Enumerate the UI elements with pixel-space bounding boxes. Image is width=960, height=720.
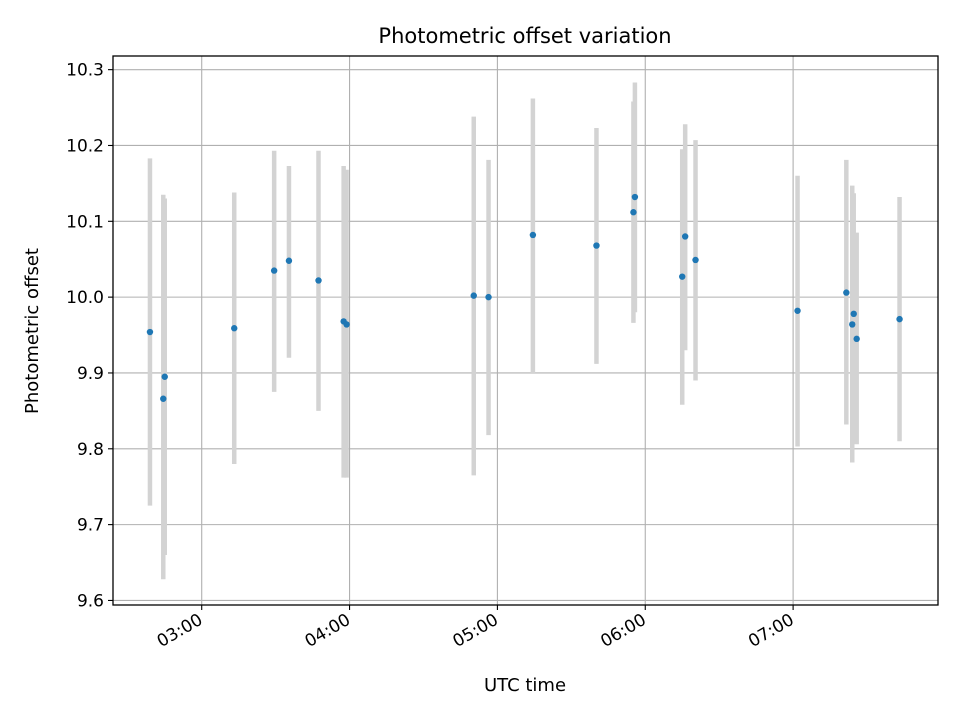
- data-point: [850, 310, 857, 318]
- data-point: [679, 273, 686, 280]
- y-axis-ticks: 9.6 9.7 9.8 9.9 10.0 10.1 10.2 10.3: [66, 61, 113, 611]
- data-point: [485, 293, 492, 301]
- plot-frame: [112, 55, 939, 606]
- data-point: [630, 209, 637, 216]
- y-tick-label: 9.8: [77, 440, 104, 460]
- data-point: [470, 292, 477, 299]
- chart-title: Photometric offset variation: [378, 24, 671, 48]
- data-point: [146, 328, 154, 336]
- data-point: [853, 335, 860, 343]
- y-tick-label: 9.7: [77, 516, 104, 536]
- data-point: [285, 257, 293, 264]
- y-tick-label: 10.3: [66, 61, 104, 81]
- y-tick-label: 10.0: [66, 288, 104, 308]
- data-point: [231, 325, 238, 332]
- data-point: [681, 233, 689, 240]
- y-tick-label: 9.6: [77, 591, 104, 611]
- data-point: [161, 373, 168, 380]
- data-point: [315, 277, 322, 284]
- data-point: [343, 321, 350, 328]
- data-point: [529, 231, 537, 239]
- data-point: [692, 256, 699, 264]
- data-point: [160, 395, 167, 402]
- data-point: [843, 289, 850, 296]
- grid: [113, 56, 938, 605]
- x-axis-label: UTC time: [484, 675, 566, 696]
- data-point: [270, 267, 278, 274]
- data-point: [794, 307, 801, 314]
- y-tick-label: 10.2: [66, 136, 104, 156]
- data-points: [146, 193, 903, 402]
- data-point: [849, 321, 856, 328]
- y-axis-label: Photometric offset: [22, 248, 43, 414]
- data-point: [896, 315, 903, 323]
- y-tick-label: 10.1: [66, 212, 104, 232]
- data-point: [593, 242, 600, 249]
- y-tick-label: 9.9: [77, 364, 104, 384]
- data-point: [631, 193, 639, 201]
